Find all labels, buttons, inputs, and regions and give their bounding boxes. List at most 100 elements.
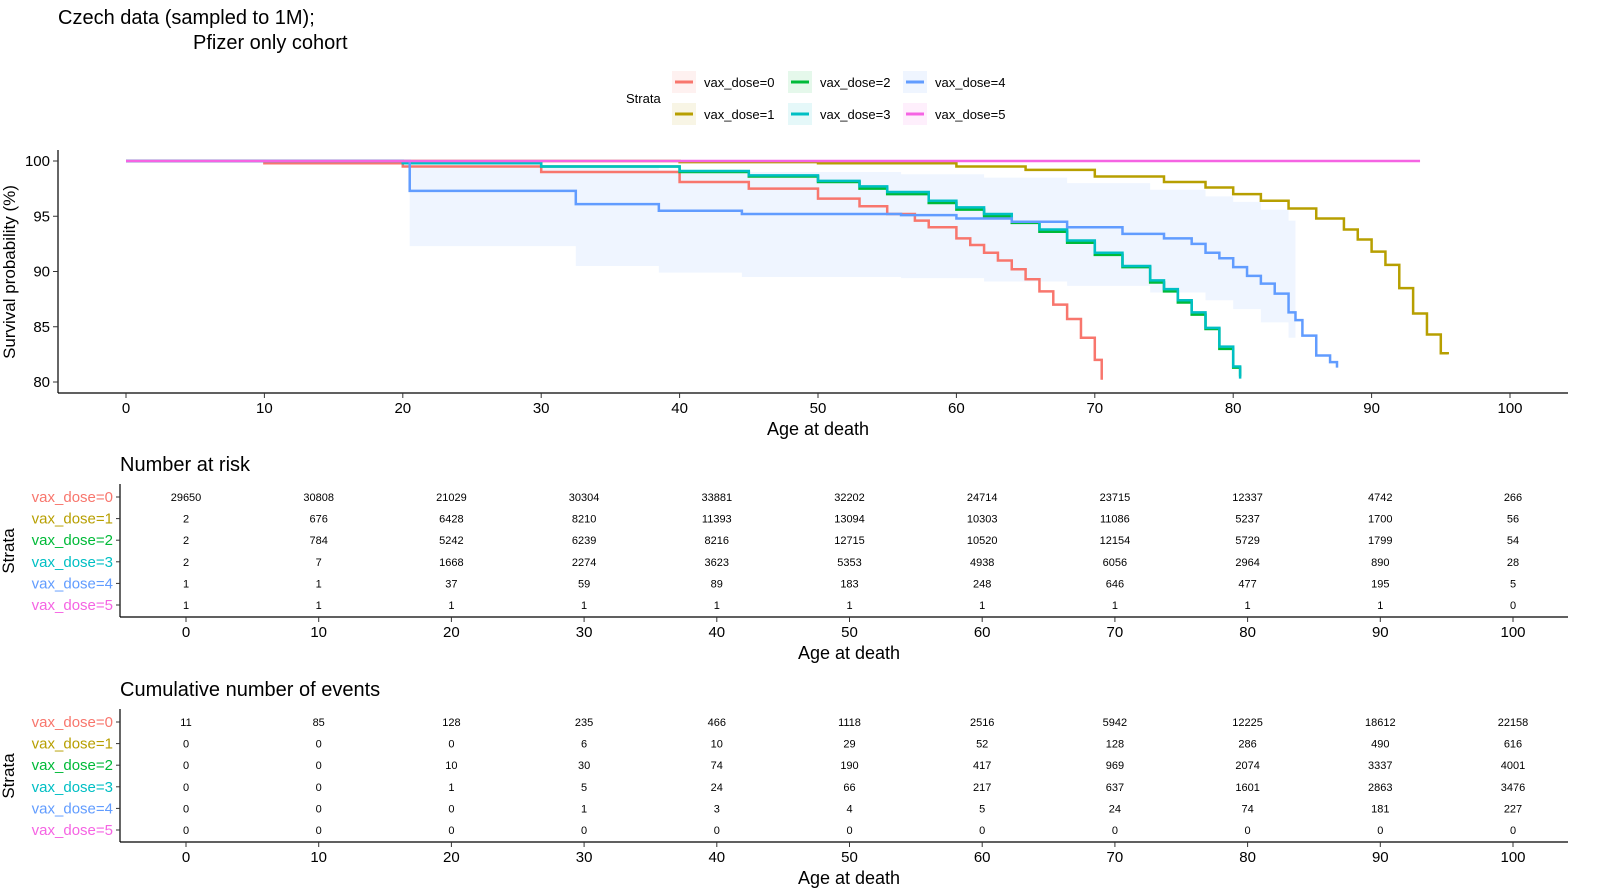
table-cell: 0 bbox=[581, 825, 587, 837]
table-cell: 2 bbox=[183, 535, 189, 547]
table-cell: 4 bbox=[846, 803, 852, 815]
figure-title-line2: Pfizer only cohort bbox=[193, 32, 348, 54]
table-row: vax_dose=0 11 85 128 235 466 1118 2516 5942 12225… bbox=[32, 714, 1529, 731]
legend-label: vax_dose=3 bbox=[820, 107, 890, 122]
row-label: vax_dose=1 bbox=[32, 511, 113, 528]
x-tick-label: 100 bbox=[1500, 624, 1525, 641]
x-tick-label: 20 bbox=[394, 400, 411, 417]
table-cell: 0 bbox=[316, 782, 322, 794]
table-cell: 28 bbox=[1507, 557, 1519, 569]
table-cell: 676 bbox=[310, 514, 328, 526]
table-cell: 0 bbox=[448, 803, 454, 815]
table-cell: 195 bbox=[1371, 578, 1389, 590]
x-tick-label: 40 bbox=[708, 849, 725, 866]
table-cell: 0 bbox=[183, 803, 189, 815]
table-cell: 1 bbox=[183, 578, 189, 590]
table-cell: 24714 bbox=[967, 492, 998, 504]
y-tick-label: 95 bbox=[33, 208, 50, 225]
table-cell: 4938 bbox=[970, 557, 994, 569]
table-cell: 24 bbox=[711, 782, 723, 794]
legend-item: vax_dose=5 bbox=[903, 103, 1005, 125]
x-tick-label: 10 bbox=[256, 400, 273, 417]
x-tick-label: 20 bbox=[443, 624, 460, 641]
table-cell: 3 bbox=[714, 803, 720, 815]
legend-item: vax_dose=0 bbox=[672, 71, 774, 93]
table-row: vax_dose=1 0 0 0 6 10 29 52 128 286 490 616 bbox=[32, 736, 1523, 753]
table-cell: 6056 bbox=[1103, 557, 1127, 569]
table-cell: 2 bbox=[183, 557, 189, 569]
table-cell: 0 bbox=[979, 825, 985, 837]
table-cell: 0 bbox=[714, 825, 720, 837]
x-tick-label: 30 bbox=[576, 624, 593, 641]
table-cell: 23715 bbox=[1100, 492, 1131, 504]
table-cell: 3476 bbox=[1501, 782, 1525, 794]
table-cell: 616 bbox=[1504, 739, 1522, 751]
row-label: vax_dose=0 bbox=[32, 489, 113, 506]
table-cell: 4001 bbox=[1501, 760, 1525, 772]
table-cell: 5 bbox=[1510, 578, 1516, 590]
table-cell: 646 bbox=[1106, 578, 1124, 590]
table-cell: 2863 bbox=[1368, 782, 1392, 794]
table-cell: 12715 bbox=[834, 535, 865, 547]
table-cell: 1700 bbox=[1368, 514, 1392, 526]
legend-label: vax_dose=2 bbox=[820, 75, 890, 90]
x-tick-label: 80 bbox=[1225, 400, 1242, 417]
row-label: vax_dose=5 bbox=[32, 822, 113, 839]
x-tick-label: 60 bbox=[974, 849, 991, 866]
table-cell: 0 bbox=[448, 825, 454, 837]
legend-item: vax_dose=3 bbox=[788, 103, 890, 125]
table-cell: 29650 bbox=[171, 492, 202, 504]
table-cell: 217 bbox=[973, 782, 991, 794]
x-tick-label: 50 bbox=[841, 624, 858, 641]
legend-item: vax_dose=2 bbox=[788, 71, 890, 93]
row-label: vax_dose=3 bbox=[32, 554, 113, 571]
table-cell: 181 bbox=[1371, 803, 1389, 815]
table-row: vax_dose=0 29650 30808 21029 30304 33881 32202… bbox=[32, 489, 1523, 506]
table-row: vax_dose=5 0 0 0 0 0 0 0 0 0 0 0 bbox=[32, 822, 1516, 839]
x-tick-label: 0 bbox=[182, 624, 190, 641]
table-cell: 1 bbox=[1112, 600, 1118, 612]
table-cell: 0 bbox=[1245, 825, 1251, 837]
x-tick-label: 30 bbox=[576, 849, 593, 866]
x-tick-label: 20 bbox=[443, 849, 460, 866]
survival-curve-vax-dose-4 bbox=[126, 159, 1339, 368]
x-axis-title: Age at death bbox=[767, 419, 869, 439]
legend-label: vax_dose=5 bbox=[935, 107, 1005, 122]
x-tick-label: 60 bbox=[948, 400, 965, 417]
table-cell: 11 bbox=[180, 717, 191, 729]
table-cell: 2516 bbox=[970, 717, 994, 729]
table-cell: 1 bbox=[1245, 600, 1251, 612]
table-cell: 66 bbox=[843, 782, 855, 794]
survival-plot: 80 85 90 95 100 0 10 20 30 40 50 60 70 80 90 100 Age at … bbox=[0, 150, 1568, 439]
table-cell: 1 bbox=[581, 600, 587, 612]
table-cell: 10520 bbox=[967, 535, 998, 547]
table-cell: 5353 bbox=[837, 557, 861, 569]
table-cell: 52 bbox=[976, 739, 988, 751]
table-cell: 417 bbox=[973, 760, 991, 772]
table-row: vax_dose=3 0 0 1 5 24 66 217 637 1601 2863 3476 bbox=[32, 779, 1526, 796]
survival-curve-vax-dose-1 bbox=[126, 159, 1449, 355]
table-cell: 32202 bbox=[834, 492, 865, 504]
legend-label: vax_dose=1 bbox=[704, 107, 774, 122]
table-cell: 183 bbox=[840, 578, 858, 590]
y-tick-label: 90 bbox=[33, 264, 50, 281]
row-label: vax_dose=4 bbox=[32, 800, 113, 817]
row-label: vax_dose=0 bbox=[32, 714, 113, 731]
x-axis-title: Age at death bbox=[798, 868, 900, 888]
table-cell: 30808 bbox=[303, 492, 334, 504]
table-cell: 190 bbox=[840, 760, 858, 772]
x-tick-label: 30 bbox=[533, 400, 550, 417]
table-cell: 6428 bbox=[439, 514, 463, 526]
table-cell: 0 bbox=[1510, 600, 1516, 612]
table-cell: 1 bbox=[183, 600, 189, 612]
x-tick-label: 90 bbox=[1372, 624, 1389, 641]
legend: Strata vax_dose=0 vax_dose=1 vax_dose=2 vax_… bbox=[626, 71, 1005, 125]
table-cell: 0 bbox=[448, 739, 454, 751]
table-row: vax_dose=1 2 676 6428 8210 11393 13094 10303 110… bbox=[32, 511, 1519, 528]
table-cell: 466 bbox=[708, 717, 726, 729]
row-label: vax_dose=3 bbox=[32, 779, 113, 796]
x-axis-title: Age at death bbox=[798, 643, 900, 663]
row-label: vax_dose=4 bbox=[32, 575, 113, 592]
table-cell: 1601 bbox=[1235, 782, 1259, 794]
